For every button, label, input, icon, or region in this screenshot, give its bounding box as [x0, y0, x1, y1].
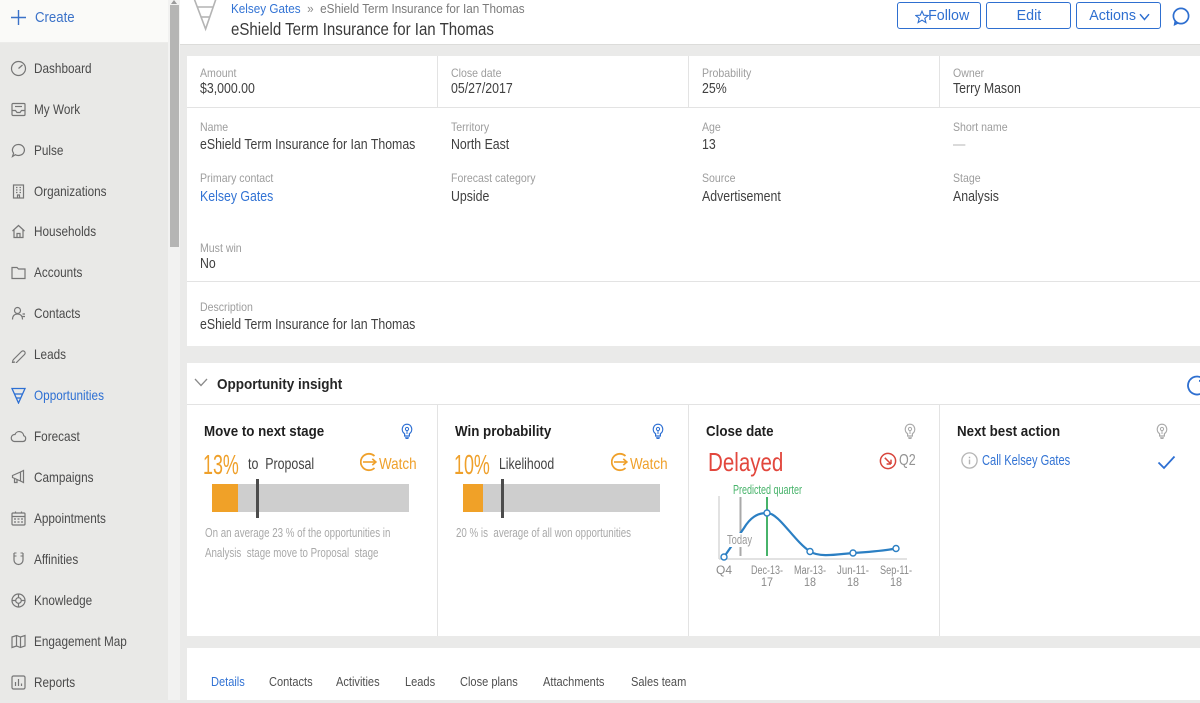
svg-text:18: 18	[890, 577, 902, 589]
svg-text:Predicted quarter: Predicted quarter	[733, 483, 802, 497]
svg-text:Jun-11-: Jun-11-	[837, 565, 869, 577]
svg-text:17: 17	[761, 577, 773, 589]
svg-text:18: 18	[804, 577, 816, 589]
svg-text:Mar-13-: Mar-13-	[794, 565, 826, 577]
svg-text:Q4: Q4	[716, 565, 733, 577]
svg-text:Dec-13-: Dec-13-	[751, 565, 783, 577]
svg-text:Sep-11-: Sep-11-	[880, 565, 912, 577]
svg-text:Today: Today	[727, 533, 753, 547]
svg-text:18: 18	[847, 577, 859, 589]
